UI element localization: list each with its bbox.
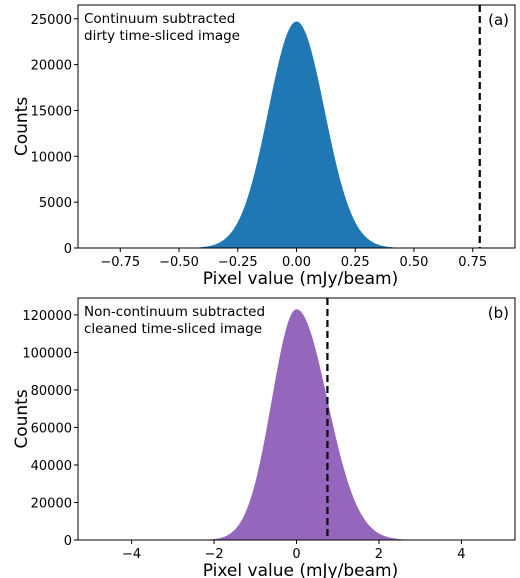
x-tick-label: 0.50: [399, 255, 428, 270]
y-tick-label: 60000: [31, 421, 72, 436]
y-tick-label: 120000: [22, 309, 72, 324]
y-tick-label: 80000: [31, 384, 72, 399]
x-tick-label: −0.50: [159, 255, 199, 270]
y-tick-label: 25000: [31, 13, 72, 28]
x-tick-label: 4: [457, 547, 465, 562]
annotation-line: Continuum subtracted: [84, 11, 235, 27]
x-tick-label: −0.25: [218, 255, 258, 270]
y-tick-label: 10000: [31, 150, 72, 165]
y-tick-label: 100000: [22, 346, 72, 361]
annotation-line: cleaned time-sliced image: [84, 321, 262, 337]
y-tick-label: 20000: [31, 496, 72, 511]
x-tick-label: 0.25: [341, 255, 370, 270]
annotation-line: dirty time-sliced image: [84, 28, 240, 44]
x-tick-label: 0.75: [458, 255, 487, 270]
panel-a: −0.75 −0.50 −0.25 0.00 0.25 0.50 0.75 0 5000 1000…: [12, 4, 516, 289]
y-tick-label: 40000: [31, 459, 72, 474]
x-tick-label: −4: [122, 547, 141, 562]
x-tick-label: 0.00: [282, 255, 311, 270]
histogram-bars: [155, 21, 438, 249]
y-axis-label: Counts: [12, 389, 32, 448]
x-tick-label: 2: [375, 547, 383, 562]
x-axis-label: Pixel value (mJy/beam): [203, 561, 398, 578]
x-tick-label: 0: [292, 547, 300, 562]
histogram-bars: [110, 309, 483, 540]
x-tick-label: −0.75: [100, 255, 140, 270]
annotation-line: Non-continuum subtracted: [84, 304, 265, 320]
y-tick-label: 5000: [39, 196, 72, 211]
y-tick-label: 0: [64, 534, 72, 549]
y-tick-label: 15000: [31, 104, 72, 119]
panel-label: (b): [488, 304, 509, 322]
panel-b: −4 −2 0 2 4 0 20000 40000 60000 80000 100000 120000…: [12, 297, 516, 578]
panel-label: (a): [488, 11, 509, 29]
x-tick-label: −2: [204, 547, 223, 562]
y-tick-label: 20000: [31, 59, 72, 74]
y-tick-label: 0: [64, 242, 72, 257]
y-axis-label: Counts: [12, 97, 32, 156]
x-axis-label: Pixel value (mJy/beam): [203, 269, 398, 289]
